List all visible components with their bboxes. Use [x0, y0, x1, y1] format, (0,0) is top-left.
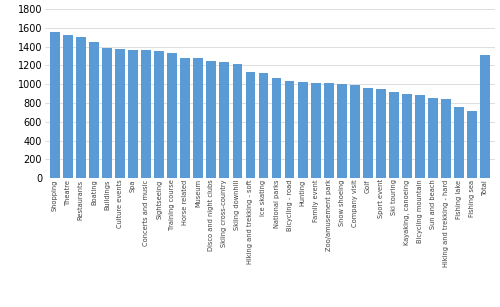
Bar	[102, 48, 112, 178]
Bar	[128, 50, 138, 178]
Bar	[324, 83, 334, 178]
Bar	[441, 99, 451, 178]
Bar	[468, 111, 477, 178]
Bar	[389, 92, 399, 178]
Bar	[89, 41, 99, 178]
Bar	[337, 84, 346, 178]
Bar	[258, 73, 268, 178]
Bar	[76, 37, 86, 178]
Bar	[298, 82, 308, 178]
Bar	[350, 85, 360, 178]
Bar	[115, 49, 125, 178]
Bar	[272, 78, 281, 178]
Bar	[206, 61, 216, 178]
Bar	[63, 35, 72, 178]
Bar	[180, 57, 190, 178]
Bar	[311, 83, 320, 178]
Bar	[363, 88, 372, 178]
Bar	[50, 32, 59, 178]
Bar	[376, 89, 386, 178]
Bar	[415, 95, 425, 178]
Bar	[232, 64, 242, 178]
Bar	[454, 107, 464, 178]
Bar	[141, 50, 151, 178]
Bar	[168, 53, 177, 178]
Bar	[154, 51, 164, 178]
Bar	[284, 81, 294, 178]
Bar	[246, 72, 256, 178]
Bar	[402, 94, 412, 178]
Bar	[428, 98, 438, 178]
Bar	[194, 58, 203, 178]
Bar	[220, 62, 229, 178]
Bar	[480, 55, 490, 178]
